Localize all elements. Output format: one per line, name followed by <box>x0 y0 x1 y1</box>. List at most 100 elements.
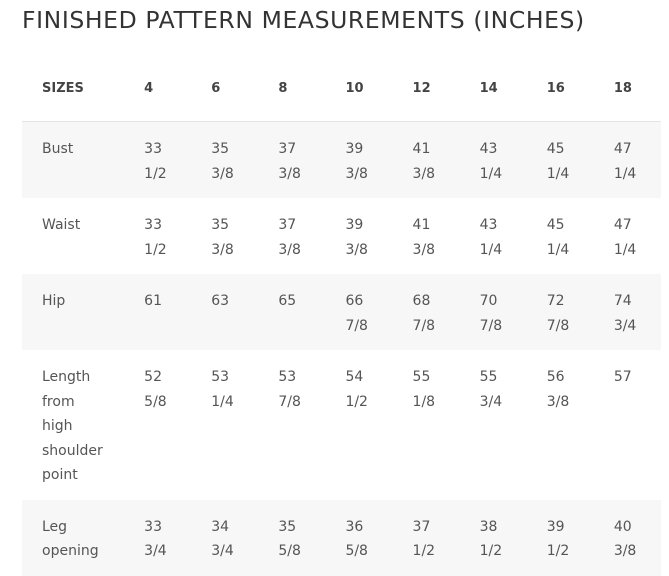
measurement-value: 35 3/8 <box>211 217 234 258</box>
table-row: Length from high shoulder point 52 5/8 53 … <box>22 350 661 500</box>
measurement-cell: 72 7/8 <box>526 274 594 350</box>
measurement-value: 66 7/8 <box>345 293 368 334</box>
measurement-value: 56 3/8 <box>546 369 570 410</box>
table-body: Bust 33 1/2 35 3/8 37 3/8 39 3/8 41 3/8 43 1/4… <box>22 121 661 576</box>
measurement-cell: 35 5/8 <box>258 499 326 576</box>
row-label-cell: Waist <box>22 198 125 274</box>
measurement-value: 40 3/8 <box>613 518 637 560</box>
row-label-cell: Bust <box>22 121 125 198</box>
measurement-value: 54 1/2 <box>345 369 368 410</box>
measurement-cell: 66 7/8 <box>325 274 393 350</box>
measurement-value: 61 <box>144 293 162 309</box>
measurement-value: 33 3/4 <box>144 518 167 560</box>
measurement-cell: 65 <box>258 274 326 350</box>
size-header: 14 <box>459 58 527 122</box>
row-label: Leg opening <box>42 518 99 560</box>
size-header: 8 <box>258 58 326 122</box>
size-header: 18 <box>593 58 661 122</box>
measurement-cell: 40 3/8 <box>593 499 661 576</box>
size-header: 4 <box>124 58 192 122</box>
measurement-cell: 33 1/2 <box>124 121 192 198</box>
measurement-cell: 35 3/8 <box>191 198 259 274</box>
measurement-value: 52 5/8 <box>144 369 167 410</box>
measurement-value: 47 1/4 <box>613 217 637 258</box>
table-row: Bust 33 1/2 35 3/8 37 3/8 39 3/8 41 3/8 43 1/4… <box>22 121 661 198</box>
measurement-value: 35 5/8 <box>278 518 301 560</box>
measurement-value: 53 7/8 <box>278 369 301 410</box>
table-row: Hip 61 63 65 66 7/8 68 7/8 70 7/8 72 7/8 74 3/4 <box>22 274 661 350</box>
measurement-cell: 70 7/8 <box>459 274 527 350</box>
row-label: Hip <box>42 293 66 309</box>
row-label: Bust <box>42 141 74 157</box>
measurement-value: 53 1/4 <box>211 369 234 410</box>
measurement-cell: 63 <box>191 274 259 350</box>
size-header: 16 <box>526 58 594 122</box>
measurement-cell: 45 1/4 <box>526 198 594 274</box>
measurement-cell: 53 1/4 <box>191 350 259 500</box>
measurement-value: 74 3/4 <box>613 293 637 334</box>
measurement-value: 45 1/4 <box>546 217 570 258</box>
measurement-value: 47 1/4 <box>613 141 637 182</box>
measurement-value: 36 5/8 <box>345 518 368 560</box>
measurement-value: 63 <box>211 293 230 309</box>
measurement-cell: 47 1/4 <box>593 198 661 274</box>
measurement-value: 35 3/8 <box>211 141 234 182</box>
measurement-cell: 33 1/2 <box>124 198 192 274</box>
measurement-cell: 56 3/8 <box>526 350 594 500</box>
measurement-value: 33 1/2 <box>144 141 167 182</box>
measurement-value: 55 3/4 <box>479 369 503 410</box>
measurement-cell: 37 3/8 <box>258 198 326 274</box>
measurement-value: 43 1/4 <box>479 217 503 258</box>
measurement-value: 34 3/4 <box>211 518 234 560</box>
measurement-cell: 55 1/8 <box>392 350 460 500</box>
measurement-cell: 33 3/4 <box>124 499 192 576</box>
measurement-cell: 61 <box>124 274 192 350</box>
measurement-value: 37 1/2 <box>412 518 436 560</box>
measurement-cell: 43 1/4 <box>459 121 527 198</box>
measurement-cell: 41 3/8 <box>392 121 460 198</box>
measurement-value: 39 3/8 <box>345 217 368 258</box>
measurement-cell: 47 1/4 <box>593 121 661 198</box>
measurement-value: 39 3/8 <box>345 141 368 182</box>
measurement-value: 38 1/2 <box>479 518 503 560</box>
measurement-value: 70 7/8 <box>479 293 503 334</box>
measurement-cell: 52 5/8 <box>124 350 192 500</box>
measurement-value: 57 <box>613 369 632 385</box>
measurement-cell: 74 3/4 <box>593 274 661 350</box>
measurement-value: 41 3/8 <box>412 141 436 182</box>
measurement-value: 37 3/8 <box>278 217 301 258</box>
table-row: Leg opening 33 3/4 34 3/4 35 5/8 36 5/8 37 1/… <box>22 499 661 576</box>
measurement-cell: 41 3/8 <box>392 198 460 274</box>
sizes-header: SIZES <box>22 58 125 122</box>
measurement-value: 41 3/8 <box>412 217 436 258</box>
measurement-value: 68 7/8 <box>412 293 436 334</box>
measurement-cell: 43 1/4 <box>459 198 527 274</box>
measurement-value: 45 1/4 <box>546 141 570 182</box>
row-label-cell: Hip <box>22 274 125 350</box>
row-label: Length from high shoulder point <box>42 369 103 483</box>
table-header-row: SIZES 4 6 8 10 12 14 16 18 <box>22 58 661 122</box>
measurement-value: 72 7/8 <box>546 293 570 334</box>
size-header: 12 <box>392 58 460 122</box>
measurement-value: 33 1/2 <box>144 217 167 258</box>
measurement-value: 39 1/2 <box>546 518 570 560</box>
size-header: 10 <box>325 58 393 122</box>
measurement-cell: 68 7/8 <box>392 274 460 350</box>
row-label-cell: Leg opening <box>22 499 125 576</box>
measurement-cell: 54 1/2 <box>325 350 393 500</box>
measurement-cell: 39 1/2 <box>526 499 594 576</box>
measurement-value: 65 <box>278 293 297 309</box>
measurement-cell: 35 3/8 <box>191 121 259 198</box>
table-row: Waist 33 1/2 35 3/8 37 3/8 39 3/8 41 3/8 43 1/… <box>22 198 661 274</box>
measurement-cell: 55 3/4 <box>459 350 527 500</box>
row-label: Waist <box>42 217 81 233</box>
measurement-value: 43 1/4 <box>479 141 503 182</box>
page-title: FINISHED PATTERN MEASUREMENTS (INCHES) <box>22 6 585 34</box>
measurement-cell: 38 1/2 <box>459 499 527 576</box>
row-label-cell: Length from high shoulder point <box>22 350 125 500</box>
measurement-cell: 53 7/8 <box>258 350 326 500</box>
measurement-value: 37 3/8 <box>278 141 301 182</box>
measurement-cell: 57 <box>593 350 661 500</box>
size-header: 6 <box>191 58 259 122</box>
measurement-cell: 45 1/4 <box>526 121 594 198</box>
